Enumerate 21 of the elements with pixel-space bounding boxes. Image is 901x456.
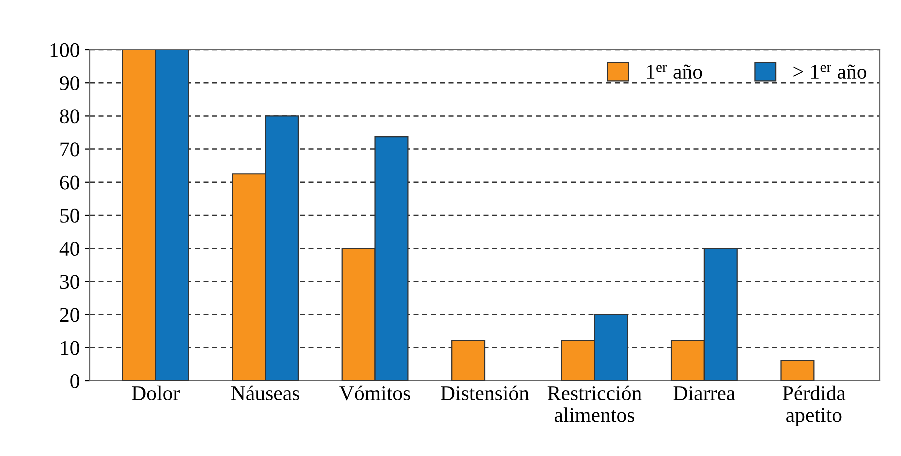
- y-tick-label: 0: [70, 374, 80, 388]
- y-tick-label: 80: [60, 110, 80, 124]
- x-tick-label: Pérdida apetito: [782, 386, 846, 427]
- y-tick-label: 70: [60, 142, 80, 157]
- y-tick-label: 40: [60, 242, 80, 256]
- x-tick-label: Vómitos: [340, 386, 410, 401]
- legend-label: 1$^{er}$ año: [647, 64, 702, 80]
- y-tick-label: 90: [60, 76, 80, 91]
- x-tick-label: Restricción alimentos: [548, 386, 642, 422]
- x-tick-label: Diarrea: [674, 386, 736, 401]
- bar: [780, 360, 815, 381]
- y-tick-label: 30: [60, 275, 80, 290]
- y-tick-label: 60: [60, 176, 80, 190]
- y-tick-label: 10: [61, 341, 80, 356]
- y-tick-label: 20: [60, 308, 80, 322]
- y-tick-label: 50: [60, 208, 80, 223]
- legend-label: > 1$^{er}$ año: [794, 64, 867, 80]
- x-tick-label: Náuseas: [231, 386, 300, 401]
- x-tick-label: Distensión: [441, 386, 530, 401]
- y-tick-label: 100: [50, 43, 80, 58]
- x-tick-label: Dolor: [132, 386, 180, 401]
